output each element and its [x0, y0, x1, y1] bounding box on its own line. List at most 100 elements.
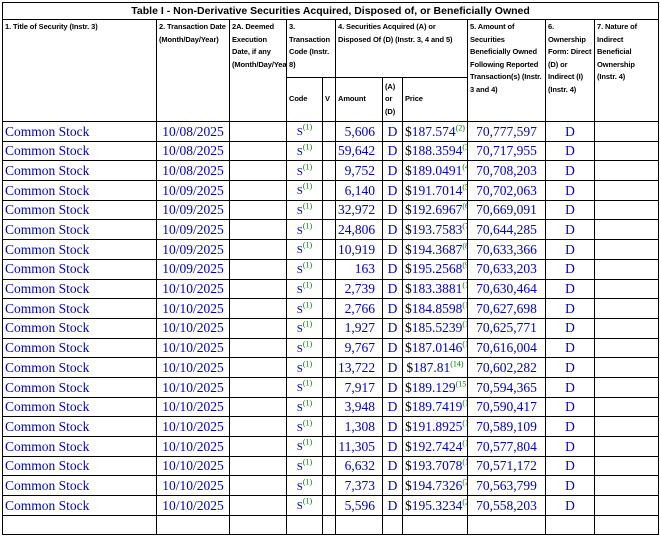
security-title-value: Common Stock: [5, 340, 90, 356]
code-footnote-link[interactable]: (1): [302, 398, 313, 408]
code-footnote-link[interactable]: (1): [302, 300, 313, 310]
cell-shares-owned-following: 70,630,464: [467, 278, 546, 300]
code-footnote-link[interactable]: (1): [302, 201, 313, 211]
cell-a-or-d: D: [382, 337, 403, 359]
cell-transaction-date: 10/08/2025: [156, 160, 230, 182]
transaction-date-value: 10/10/2025: [162, 477, 224, 493]
code-footnote-link[interactable]: (1): [302, 280, 313, 290]
price-footnote-link[interactable]: (3): [462, 142, 466, 152]
cell-security-title: Common Stock: [2, 140, 157, 162]
cell-transaction-date: 10/10/2025: [156, 495, 230, 516]
price-footnote-link[interactable]: (20): [462, 477, 466, 487]
cell-v: [322, 239, 336, 260]
security-title-value: Common Stock: [5, 182, 90, 198]
cell-transaction-code: S(1): [286, 199, 323, 221]
code-footnote-link[interactable]: (1): [302, 260, 313, 270]
ownership-form-value: D: [565, 261, 575, 277]
price-footnote-link[interactable]: (13): [462, 339, 466, 349]
price-footnote-link[interactable]: (6): [462, 201, 466, 211]
cell-transaction-date: 10/08/2025: [156, 121, 230, 142]
cell-ownership-form: D: [545, 357, 595, 378]
amount-value: 9,752: [344, 162, 375, 178]
dollar-sign: $: [405, 162, 412, 178]
cell-a-or-d: D: [382, 239, 403, 260]
cell-transaction-code: S(1): [286, 121, 323, 142]
cell-amount: 6,632: [335, 455, 383, 477]
code-footnote-link[interactable]: (1): [302, 319, 313, 329]
code-footnote-link[interactable]: (1): [302, 122, 313, 132]
cell-amount: 5,596: [335, 495, 383, 516]
price-footnote-link[interactable]: (2): [455, 123, 465, 133]
code-footnote-link[interactable]: (1): [302, 418, 313, 428]
cell-security-title: Common Stock: [2, 357, 157, 378]
cell-v: [322, 416, 336, 437]
price-footnote-link[interactable]: (21): [462, 497, 466, 507]
code-footnote-link[interactable]: (1): [302, 181, 313, 191]
acquired-disposed-value: D: [387, 202, 398, 218]
amount-value: 10,919: [338, 241, 376, 257]
dollar-sign: $: [405, 399, 412, 415]
dollar-sign: $: [405, 458, 412, 474]
code-footnote-link[interactable]: (1): [302, 437, 313, 447]
cell-deemed-execution-date: [229, 376, 287, 398]
cell-security-title: Common Stock: [2, 396, 157, 418]
cell-price: $191.8925(17): [402, 416, 468, 437]
shares-owned-value: 70,669,091: [476, 202, 537, 218]
cell-a-or-d: D: [382, 376, 403, 398]
cell-security-title: Common Stock: [2, 219, 157, 241]
dollar-sign: $: [405, 222, 412, 238]
code-footnote-link[interactable]: (1): [302, 359, 313, 369]
price-value: 195.2568: [411, 261, 463, 277]
cell-deemed-execution-date: [229, 180, 287, 201]
col-header-deemed-execution-date: 2A. Deemed Execution Date, if any (Month…: [229, 19, 287, 122]
code-footnote-link[interactable]: (1): [302, 496, 313, 506]
cell-transaction-date: 10/09/2025: [156, 239, 230, 260]
price-footnote-link[interactable]: (11): [462, 300, 466, 310]
shares-owned-value: 70,602,282: [476, 359, 537, 375]
acquired-disposed-value: D: [387, 241, 398, 257]
cell-price: $191.7014(5): [402, 180, 468, 201]
cell-ownership-form: D: [545, 337, 595, 359]
dollar-sign: $: [406, 359, 414, 375]
transaction-date-value: 10/10/2025: [162, 438, 224, 454]
dollar-sign: $: [405, 418, 412, 434]
price-footnote-link[interactable]: (15): [455, 379, 467, 389]
price-footnote-link[interactable]: (5): [462, 182, 466, 192]
code-footnote-link[interactable]: (1): [302, 162, 313, 172]
cell-v: [322, 514, 336, 536]
price-footnote-link[interactable]: (9): [462, 260, 466, 270]
price-footnote-link[interactable]: (16): [462, 398, 466, 408]
transaction-row: Common Stock 10/10/2025 S(1) 9,767 D $18…: [2, 337, 660, 359]
cell-ownership-form: D: [545, 278, 595, 300]
amount-value: 32,972: [338, 202, 376, 218]
code-footnote-link[interactable]: (1): [302, 142, 313, 152]
cell-nature-indirect: [593, 455, 660, 477]
ownership-form-value: D: [565, 497, 575, 513]
code-footnote-link[interactable]: (1): [302, 477, 313, 487]
price-footnote-link[interactable]: (19): [462, 457, 466, 467]
cell-shares-owned-following: 70,669,091: [467, 199, 546, 221]
price-footnote-link[interactable]: (8): [462, 241, 466, 251]
price-footnote-link[interactable]: (10): [462, 280, 466, 290]
price-footnote-link[interactable]: (18): [462, 438, 466, 448]
price-footnote-link[interactable]: (17): [462, 418, 466, 428]
price-footnote-link[interactable]: (4): [462, 162, 466, 172]
code-footnote-link[interactable]: (1): [302, 378, 313, 388]
cell-ownership-form: D: [545, 160, 595, 182]
code-footnote-link[interactable]: (1): [302, 457, 313, 467]
price-footnote-link[interactable]: (7): [462, 221, 466, 231]
cell-transaction-code: [286, 514, 323, 536]
cell-shares-owned-following: 70,602,282: [467, 357, 546, 378]
code-footnote-link[interactable]: (1): [302, 221, 313, 231]
price-footnote-link[interactable]: (12): [462, 319, 466, 329]
acquired-disposed-value: D: [387, 123, 398, 139]
subcol-header-code: Code: [286, 77, 323, 122]
cell-nature-indirect: [593, 416, 660, 437]
price-footnote-link[interactable]: (14): [450, 359, 464, 369]
code-footnote-link[interactable]: (1): [302, 339, 313, 349]
code-footnote-link[interactable]: (1): [302, 240, 313, 250]
cell-v: [322, 357, 336, 378]
price-value: 195.3234: [411, 497, 463, 513]
col-header-nature-indirect-ownership: 7. Nature of Indirect Beneficial Ownersh…: [593, 19, 660, 122]
amount-value: 11,305: [338, 438, 375, 454]
